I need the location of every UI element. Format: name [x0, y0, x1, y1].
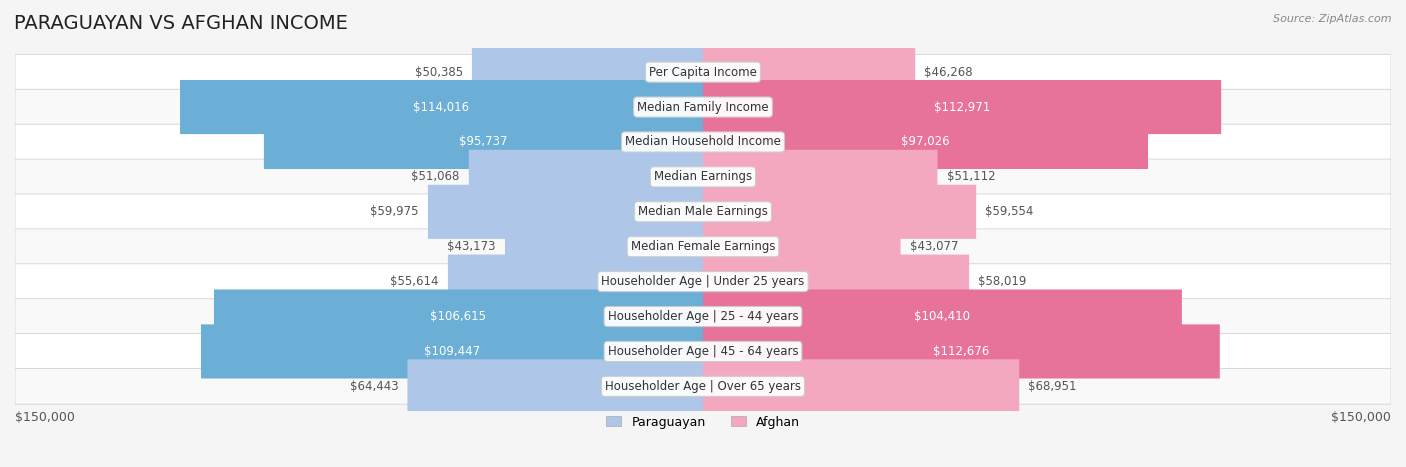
Text: $46,268: $46,268 [924, 66, 973, 78]
Text: $109,447: $109,447 [425, 345, 479, 358]
Legend: Paraguayan, Afghan: Paraguayan, Afghan [602, 410, 804, 433]
Text: $43,173: $43,173 [447, 240, 496, 253]
FancyBboxPatch shape [15, 89, 1391, 125]
Text: Householder Age | Over 65 years: Householder Age | Over 65 years [605, 380, 801, 393]
Text: $106,615: $106,615 [430, 310, 486, 323]
Text: $55,614: $55,614 [391, 275, 439, 288]
Text: Median Household Income: Median Household Income [626, 135, 780, 149]
FancyBboxPatch shape [15, 159, 1391, 195]
Text: Per Capita Income: Per Capita Income [650, 66, 756, 78]
FancyBboxPatch shape [15, 229, 1391, 264]
Text: $59,554: $59,554 [986, 205, 1033, 218]
Text: $104,410: $104,410 [914, 310, 970, 323]
FancyBboxPatch shape [505, 219, 703, 274]
Text: $112,676: $112,676 [934, 345, 990, 358]
Text: $95,737: $95,737 [460, 135, 508, 149]
FancyBboxPatch shape [703, 150, 938, 204]
Text: Householder Age | Under 25 years: Householder Age | Under 25 years [602, 275, 804, 288]
Text: $58,019: $58,019 [979, 275, 1026, 288]
FancyBboxPatch shape [703, 115, 1149, 169]
Text: Median Male Earnings: Median Male Earnings [638, 205, 768, 218]
FancyBboxPatch shape [408, 359, 703, 413]
FancyBboxPatch shape [214, 290, 703, 344]
FancyBboxPatch shape [15, 194, 1391, 230]
Text: $150,000: $150,000 [1331, 411, 1391, 424]
FancyBboxPatch shape [703, 45, 915, 99]
Text: $64,443: $64,443 [350, 380, 398, 393]
Text: PARAGUAYAN VS AFGHAN INCOME: PARAGUAYAN VS AFGHAN INCOME [14, 14, 347, 33]
Text: $112,971: $112,971 [934, 100, 990, 113]
FancyBboxPatch shape [180, 80, 703, 134]
FancyBboxPatch shape [427, 185, 703, 239]
Text: $114,016: $114,016 [413, 100, 470, 113]
FancyBboxPatch shape [15, 54, 1391, 90]
FancyBboxPatch shape [703, 325, 1220, 379]
FancyBboxPatch shape [15, 333, 1391, 369]
Text: $150,000: $150,000 [15, 411, 75, 424]
Text: Median Earnings: Median Earnings [654, 170, 752, 184]
FancyBboxPatch shape [15, 124, 1391, 160]
FancyBboxPatch shape [703, 80, 1222, 134]
FancyBboxPatch shape [472, 45, 703, 99]
FancyBboxPatch shape [468, 150, 703, 204]
Text: Median Female Earnings: Median Female Earnings [631, 240, 775, 253]
Text: $50,385: $50,385 [415, 66, 463, 78]
Text: $59,975: $59,975 [370, 205, 419, 218]
FancyBboxPatch shape [449, 255, 703, 309]
Text: $51,112: $51,112 [946, 170, 995, 184]
Text: Median Family Income: Median Family Income [637, 100, 769, 113]
Text: Source: ZipAtlas.com: Source: ZipAtlas.com [1274, 14, 1392, 24]
FancyBboxPatch shape [15, 368, 1391, 404]
Text: $51,068: $51,068 [411, 170, 460, 184]
FancyBboxPatch shape [264, 115, 703, 169]
Text: $68,951: $68,951 [1028, 380, 1077, 393]
Text: Householder Age | 45 - 64 years: Householder Age | 45 - 64 years [607, 345, 799, 358]
FancyBboxPatch shape [703, 219, 901, 274]
FancyBboxPatch shape [703, 185, 976, 239]
FancyBboxPatch shape [703, 255, 969, 309]
FancyBboxPatch shape [703, 290, 1182, 344]
FancyBboxPatch shape [201, 325, 703, 379]
Text: $97,026: $97,026 [901, 135, 950, 149]
Text: Householder Age | 25 - 44 years: Householder Age | 25 - 44 years [607, 310, 799, 323]
Text: $43,077: $43,077 [910, 240, 959, 253]
FancyBboxPatch shape [703, 359, 1019, 413]
FancyBboxPatch shape [15, 299, 1391, 334]
FancyBboxPatch shape [15, 264, 1391, 299]
